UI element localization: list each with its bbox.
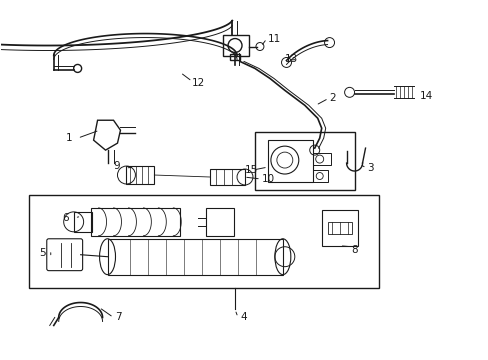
Bar bbox=[321, 210, 357, 246]
Bar bbox=[327, 222, 351, 234]
Text: 3: 3 bbox=[367, 163, 373, 173]
Text: 6: 6 bbox=[62, 213, 69, 223]
Bar bbox=[206, 208, 234, 236]
Text: 5: 5 bbox=[39, 248, 45, 258]
Bar bbox=[126, 166, 154, 184]
Bar bbox=[29, 195, 379, 288]
Text: 7: 7 bbox=[115, 312, 122, 323]
Text: 2: 2 bbox=[329, 93, 336, 103]
Bar bbox=[90, 208, 180, 236]
Bar bbox=[254, 132, 354, 190]
Text: 13: 13 bbox=[285, 54, 298, 64]
Bar bbox=[210, 169, 244, 185]
Bar bbox=[223, 35, 248, 57]
Text: 14: 14 bbox=[419, 91, 432, 101]
Text: 12: 12 bbox=[192, 78, 205, 88]
Bar bbox=[312, 153, 330, 165]
Text: 8: 8 bbox=[351, 245, 358, 255]
Text: 10: 10 bbox=[262, 174, 274, 184]
Bar bbox=[107, 239, 282, 275]
Text: 1: 1 bbox=[65, 133, 72, 143]
Text: 15: 15 bbox=[244, 165, 258, 175]
Bar bbox=[74, 212, 91, 232]
Bar bbox=[267, 140, 312, 182]
Text: 11: 11 bbox=[267, 33, 281, 44]
Bar bbox=[312, 170, 327, 182]
Text: 9: 9 bbox=[113, 161, 120, 171]
Bar bbox=[229, 54, 240, 60]
Text: 4: 4 bbox=[240, 312, 246, 323]
